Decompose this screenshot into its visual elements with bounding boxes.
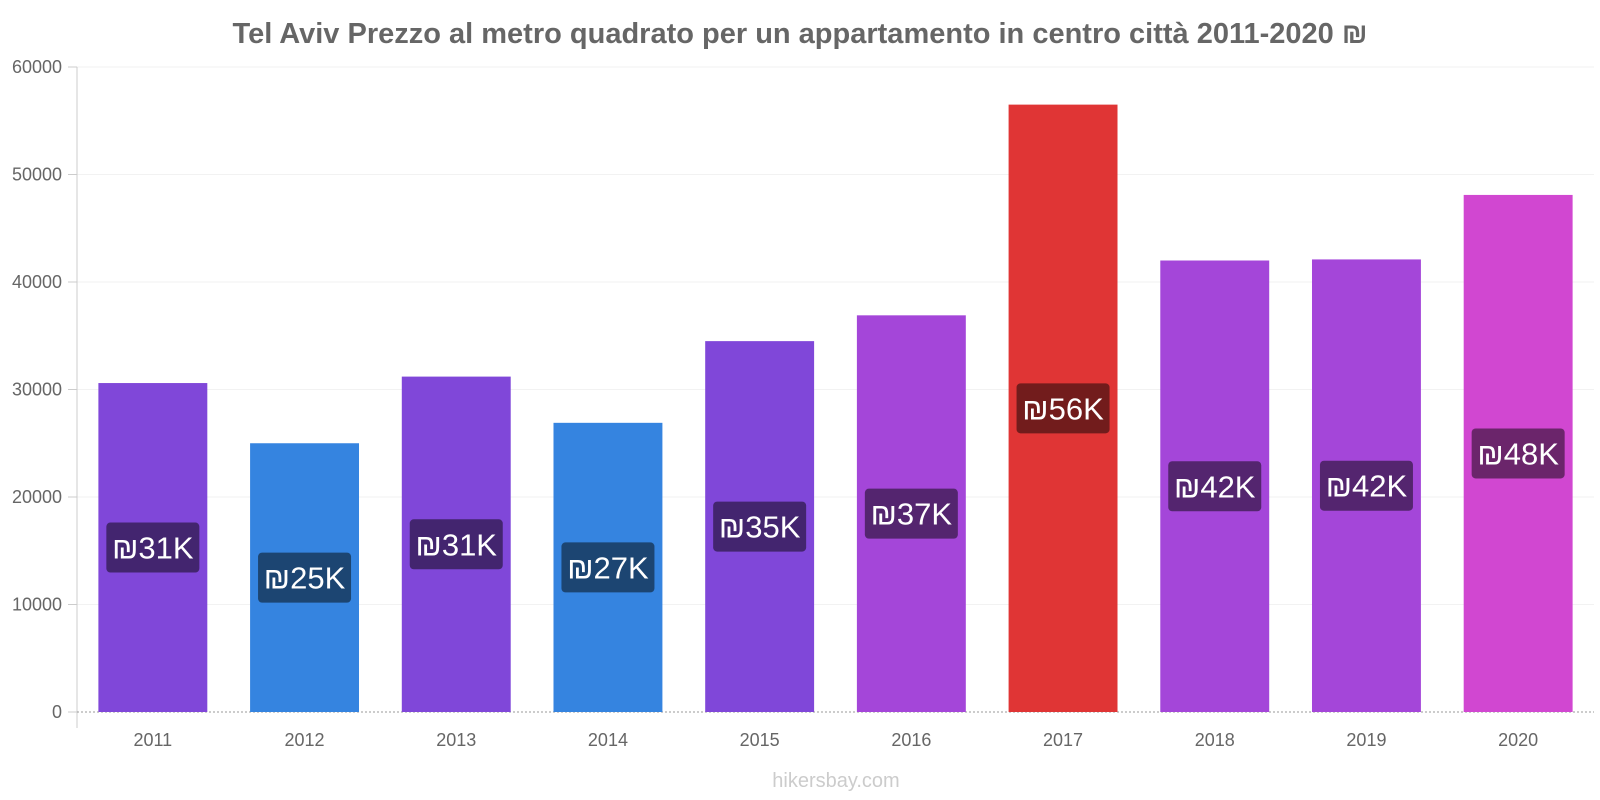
data-label-bg	[1016, 383, 1110, 434]
x-tick-label: 2020	[1498, 730, 1538, 750]
bars	[98, 104, 1573, 713]
data-label: ₪27K	[567, 550, 649, 585]
data-label-bg	[1471, 428, 1565, 479]
x-tick-label: 2016	[891, 730, 931, 750]
data-labels: ₪31K ₪25K ₪31K ₪27K ₪35K ₪37K ₪56K ₪42K ₪42K ₪48K	[106, 383, 1565, 603]
data-label: ₪35K	[719, 510, 801, 545]
y-tick-label: 60000	[12, 57, 62, 77]
data-label: ₪25K	[264, 561, 346, 596]
data-label: ₪31K	[416, 527, 498, 562]
data-label: ₪48K	[1477, 436, 1559, 471]
data-label-bg	[1168, 461, 1262, 512]
x-tick-label: 2015	[740, 730, 780, 750]
data-label-bg	[864, 488, 958, 539]
x-tick-label: 2018	[1195, 730, 1235, 750]
x-tick-labels: 2011 2012 2013 2014 2015 2016 2017 2018 2019 2020	[133, 730, 1538, 750]
x-tick-label: 2014	[588, 730, 628, 750]
data-label-bg	[106, 522, 200, 573]
data-label: ₪31K	[112, 531, 194, 566]
source-footer[interactable]: hikersbay.com	[772, 770, 899, 792]
y-tick-labels: 0 10000 20000 30000 40000 50000 60000	[12, 57, 62, 722]
x-tick-label: 2012	[285, 730, 325, 750]
data-label: ₪37K	[871, 497, 953, 532]
x-tick-label: 2013	[436, 730, 476, 750]
y-tick-label: 30000	[12, 380, 62, 400]
data-label-bg	[258, 552, 352, 603]
y-tick-label: 40000	[12, 272, 62, 292]
x-tick-label: 2011	[133, 730, 172, 750]
y-tick-label: 20000	[12, 487, 62, 507]
data-label: ₪56K	[1022, 391, 1104, 426]
data-label: ₪42K	[1326, 469, 1408, 504]
data-label-bg	[1319, 460, 1413, 511]
y-tick-label: 10000	[12, 595, 62, 615]
x-tick-label: 2019	[1346, 730, 1386, 750]
chart-title: Tel Aviv Prezzo al metro quadrato per un…	[233, 18, 1368, 50]
y-tick-label: 0	[52, 702, 62, 722]
x-tick-label: 2017	[1043, 730, 1083, 750]
y-tick-label: 50000	[12, 165, 62, 185]
data-label-bg	[713, 501, 807, 552]
data-label-bg	[561, 542, 655, 593]
data-label: ₪42K	[1174, 469, 1256, 504]
data-label-bg	[409, 519, 503, 570]
